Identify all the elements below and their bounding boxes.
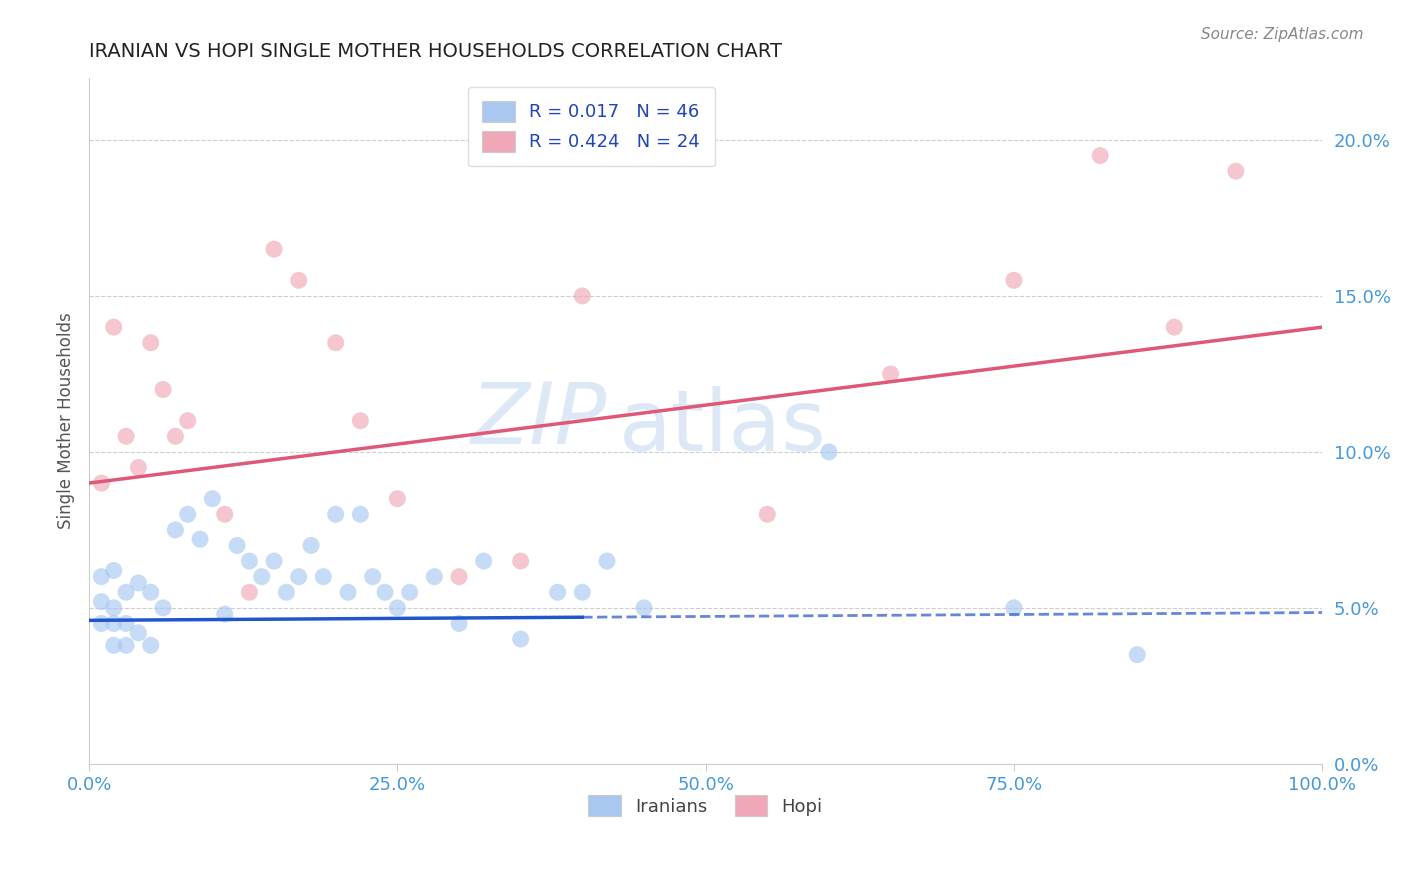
Point <box>188 533 211 547</box>
Point <box>103 638 125 652</box>
Point <box>571 585 593 599</box>
Point <box>299 539 322 553</box>
Point <box>509 554 531 568</box>
Point <box>115 585 138 599</box>
Point <box>103 563 125 577</box>
Text: atlas: atlas <box>619 386 827 469</box>
Point <box>139 585 162 599</box>
Point <box>139 335 162 350</box>
Point <box>226 539 249 553</box>
Legend: Iranians, Hopi: Iranians, Hopi <box>581 789 830 823</box>
Point <box>509 632 531 646</box>
Point <box>90 476 112 491</box>
Point <box>238 554 260 568</box>
Point <box>337 585 360 599</box>
Point <box>423 569 446 583</box>
Point <box>263 554 285 568</box>
Point <box>361 569 384 583</box>
Point <box>250 569 273 583</box>
Point <box>287 569 309 583</box>
Point <box>90 594 112 608</box>
Point <box>387 491 409 506</box>
Point <box>325 508 347 522</box>
Point <box>127 460 149 475</box>
Point <box>447 569 470 583</box>
Point <box>374 585 396 599</box>
Point <box>1225 164 1247 178</box>
Point <box>276 585 298 599</box>
Point <box>818 445 841 459</box>
Point <box>90 569 112 583</box>
Point <box>214 508 236 522</box>
Point <box>1163 320 1185 334</box>
Point <box>349 508 371 522</box>
Point <box>115 616 138 631</box>
Point <box>90 616 112 631</box>
Point <box>1090 148 1112 162</box>
Point <box>287 273 309 287</box>
Point <box>349 414 371 428</box>
Text: ZIP: ZIP <box>471 379 607 462</box>
Point <box>201 491 224 506</box>
Point <box>152 383 174 397</box>
Point <box>596 554 619 568</box>
Point <box>312 569 335 583</box>
Point <box>398 585 420 599</box>
Text: Source: ZipAtlas.com: Source: ZipAtlas.com <box>1201 27 1364 42</box>
Point <box>447 616 470 631</box>
Point <box>387 600 409 615</box>
Point <box>103 600 125 615</box>
Point <box>165 523 187 537</box>
Point <box>879 367 901 381</box>
Point <box>571 289 593 303</box>
Point <box>127 575 149 590</box>
Point <box>139 638 162 652</box>
Y-axis label: Single Mother Households: Single Mother Households <box>58 312 75 529</box>
Point <box>472 554 495 568</box>
Text: IRANIAN VS HOPI SINGLE MOTHER HOUSEHOLDS CORRELATION CHART: IRANIAN VS HOPI SINGLE MOTHER HOUSEHOLDS… <box>89 42 782 61</box>
Point <box>325 335 347 350</box>
Point <box>115 638 138 652</box>
Point <box>127 625 149 640</box>
Point <box>263 242 285 256</box>
Point <box>214 607 236 621</box>
Point <box>177 414 200 428</box>
Point <box>177 508 200 522</box>
Point <box>238 585 260 599</box>
Point <box>1126 648 1149 662</box>
Point <box>115 429 138 443</box>
Point <box>103 616 125 631</box>
Point <box>756 508 779 522</box>
Point <box>547 585 569 599</box>
Point <box>103 320 125 334</box>
Point <box>1002 600 1025 615</box>
Point <box>1002 273 1025 287</box>
Point <box>165 429 187 443</box>
Point <box>633 600 655 615</box>
Point <box>152 600 174 615</box>
